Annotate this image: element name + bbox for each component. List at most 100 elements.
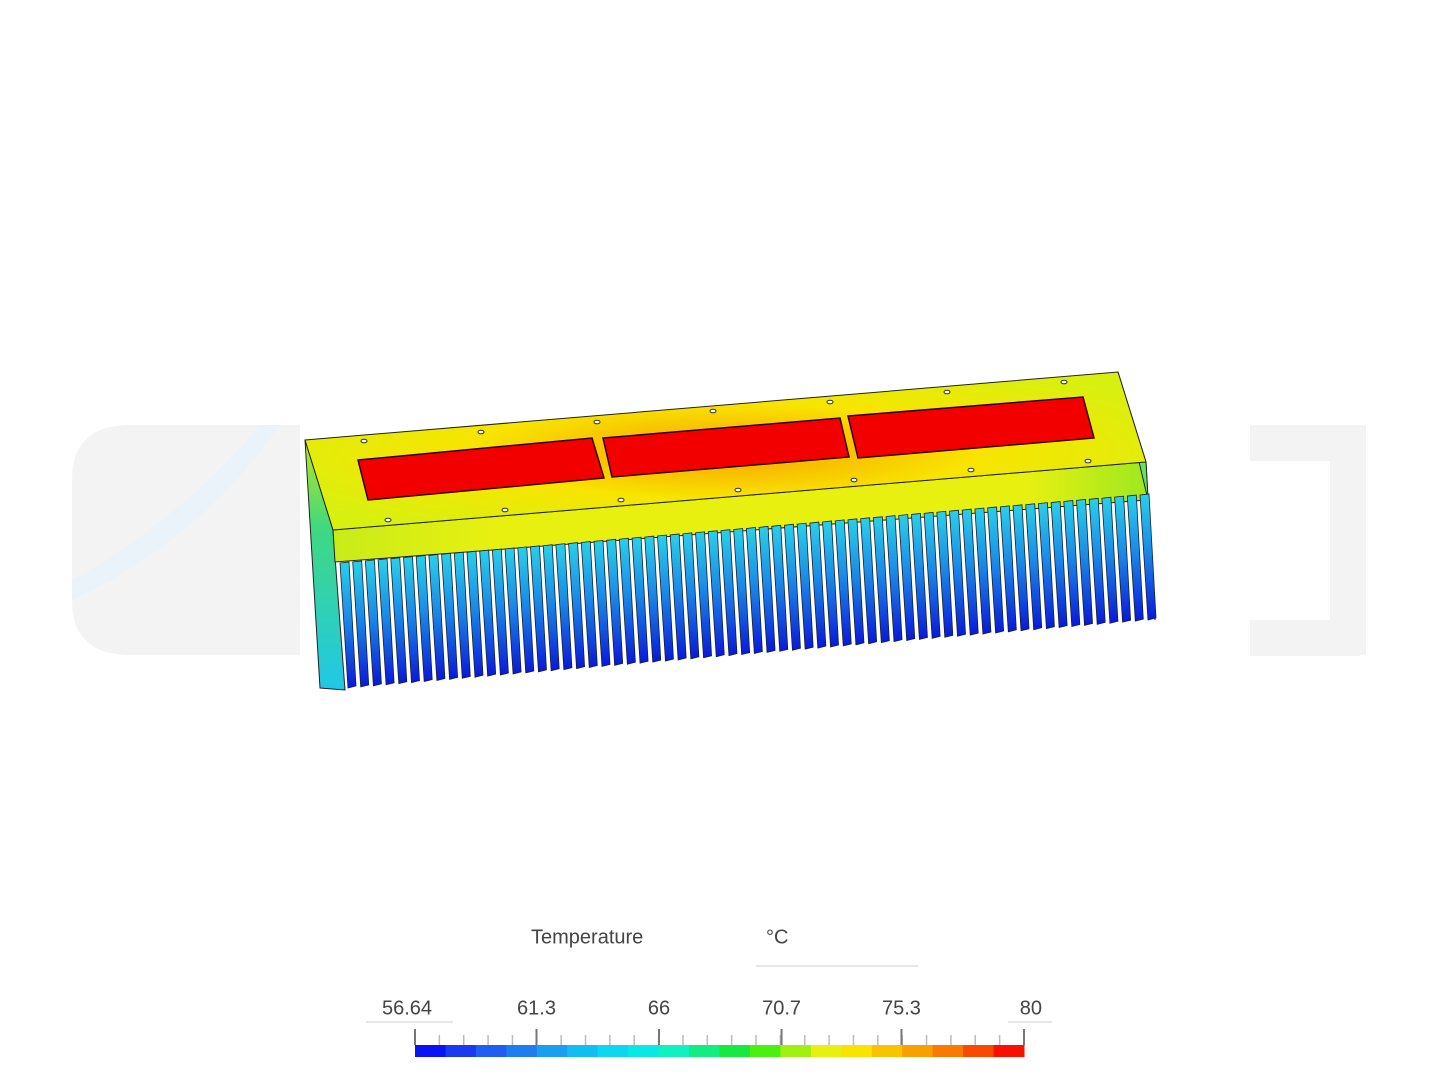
fin [885,515,903,643]
fin [1025,503,1043,631]
color-segment [536,1045,568,1057]
watermark [72,425,1366,656]
fin [987,506,1005,634]
fin [745,527,763,654]
hole [967,467,975,473]
color-segment [628,1045,660,1057]
tick-label: 56.64 [382,997,432,1019]
fin [377,558,395,686]
hole [593,419,601,425]
fin [644,535,662,663]
fin [911,512,928,640]
fin [441,552,459,680]
color-segment [749,1045,781,1057]
hole [501,507,509,513]
fin [809,521,827,649]
fin [530,545,547,673]
color-segment [902,1045,934,1057]
fin [796,522,814,650]
fin [504,547,522,675]
tick-label: 75.3 [882,997,921,1019]
fin [949,509,966,637]
fin [606,538,624,666]
hole [617,497,625,503]
hole [1084,458,1092,464]
heat-sink-model [304,371,1157,691]
hole [943,389,951,395]
fin [1076,498,1093,626]
chip [847,396,1095,459]
color-segment [658,1045,690,1057]
fin [733,528,751,656]
fin [415,555,433,683]
fin [999,505,1017,633]
fin [847,518,865,646]
hole [384,517,392,523]
color-segment [475,1045,507,1057]
tick-label: 80 [1020,997,1042,1019]
fin [720,529,738,657]
fin [860,517,878,645]
chip [602,417,850,478]
fin [352,560,370,688]
fin [834,519,852,647]
legend: Temperature °C 56.64 61.3 66 70.7 75.3 80 [366,926,1052,1057]
fin [872,516,890,644]
tick-label: 61.3 [517,997,556,1019]
color-segment [993,1045,1025,1057]
fin [822,520,839,648]
fin [339,561,357,689]
fin [784,523,801,651]
fin [568,542,585,670]
fin [974,507,992,635]
fin [1114,495,1132,623]
fin [491,548,509,676]
color-segment [963,1045,995,1057]
hole [734,487,742,493]
color-segment [506,1045,538,1057]
legend-unit: °C [766,926,788,948]
fin [1050,501,1068,629]
fin [961,508,979,636]
color-segment [871,1045,903,1057]
color-segment [780,1045,812,1057]
fin [453,551,471,679]
fin [898,514,916,642]
fin [364,559,382,687]
fin [580,541,598,668]
fin [1012,504,1030,632]
color-segment [415,1045,446,1057]
fin [936,510,954,638]
fin [517,546,535,674]
color-segment [689,1045,720,1057]
hole [850,477,858,483]
fin [428,554,446,681]
fin [923,511,941,639]
hole [709,408,717,414]
hole [826,399,834,405]
fin [1037,502,1055,630]
chip [357,437,605,501]
color-segment [719,1045,751,1057]
hole [360,438,368,444]
legend-title: Temperature [531,926,643,948]
fin [1063,500,1081,627]
fin [403,556,420,684]
fin [390,557,408,685]
color-scale: 56.64 61.3 66 70.7 75.3 80 [382,997,1042,1057]
color-segment [810,1045,842,1057]
fin [695,531,712,659]
hole [477,429,485,435]
fin [682,532,700,660]
fin [555,543,573,671]
hole [1060,379,1068,385]
color-segment [567,1045,599,1057]
color-segment [597,1045,629,1057]
color-segment [841,1045,873,1057]
fin [631,536,649,664]
fin [466,550,484,678]
fin [758,525,776,653]
fin [657,534,674,662]
